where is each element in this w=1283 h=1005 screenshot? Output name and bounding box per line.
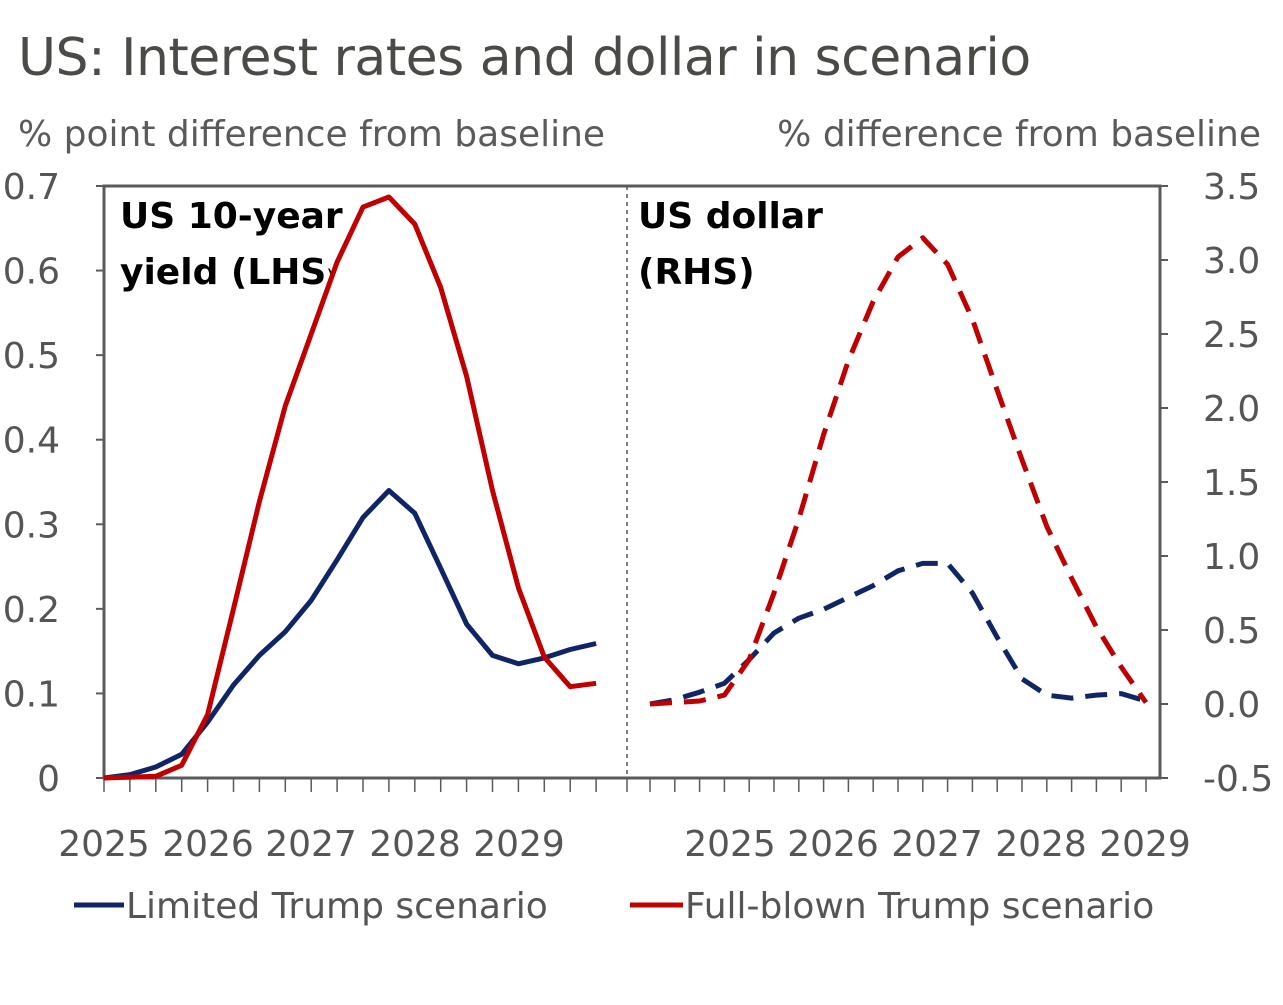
left-xtick-label: 2026 [162,824,254,865]
left-panel-label-line2: yield (LHS) [120,252,334,293]
chart-title: US: Interest rates and dollar in scenari… [18,28,1031,88]
legend-full-blown-label: Full-blown Trump scenario [685,886,1154,927]
legend-limited-label: Limited Trump scenario [126,886,548,927]
left-ytick-label: 0.6 [3,252,60,293]
right-panel-label-line1: US dollar [638,196,823,237]
right-xtick-label: 2028 [995,824,1087,865]
right-xtick-label: 2025 [684,824,776,865]
right-ytick-label: 2.5 [1203,315,1260,356]
left-ytick-label: 0 [37,759,60,800]
left-ytick-label: 0.4 [3,421,60,462]
left-xtick-label: 2029 [473,824,565,865]
dollar-limited-line [649,560,1147,707]
left-ytick-label: 0.2 [3,590,60,631]
right-ytick-label: 1.5 [1203,463,1260,504]
right-xtick-label: 2027 [891,824,983,865]
right-xtick-label: 2026 [787,824,879,865]
right-ytick-label: 3.0 [1203,241,1260,282]
right-ytick-label: -0.5 [1203,759,1273,800]
left-xtick-label: 2028 [369,824,461,865]
right-axis-unit: % difference from baseline [777,114,1261,155]
left-ytick-label: 0.3 [3,505,60,546]
left-xtick-label: 2025 [58,824,150,865]
yield-limited-line [103,488,597,781]
right-ytick-label: 3.5 [1203,167,1260,208]
right-ytick-label: 0.5 [1203,611,1260,652]
right-ytick-label: 1.0 [1203,537,1260,578]
right-ytick-label: 2.0 [1203,389,1260,430]
yield-full-blown-line [103,194,597,781]
right-ytick-label: 0.0 [1203,685,1260,726]
left-ytick-label: 0.7 [3,167,60,208]
left-ytick-label: 0.5 [3,336,60,377]
right-xtick-label: 2029 [1099,824,1191,865]
dollar-full-blown-line [649,235,1149,707]
right-panel-label-line2: (RHS) [638,252,755,293]
left-xtick-label: 2027 [265,824,357,865]
left-ytick-label: 0.1 [3,674,60,715]
left-axis-unit: % point difference from baseline [18,114,606,155]
left-panel-label-line1: US 10-year [120,196,343,237]
